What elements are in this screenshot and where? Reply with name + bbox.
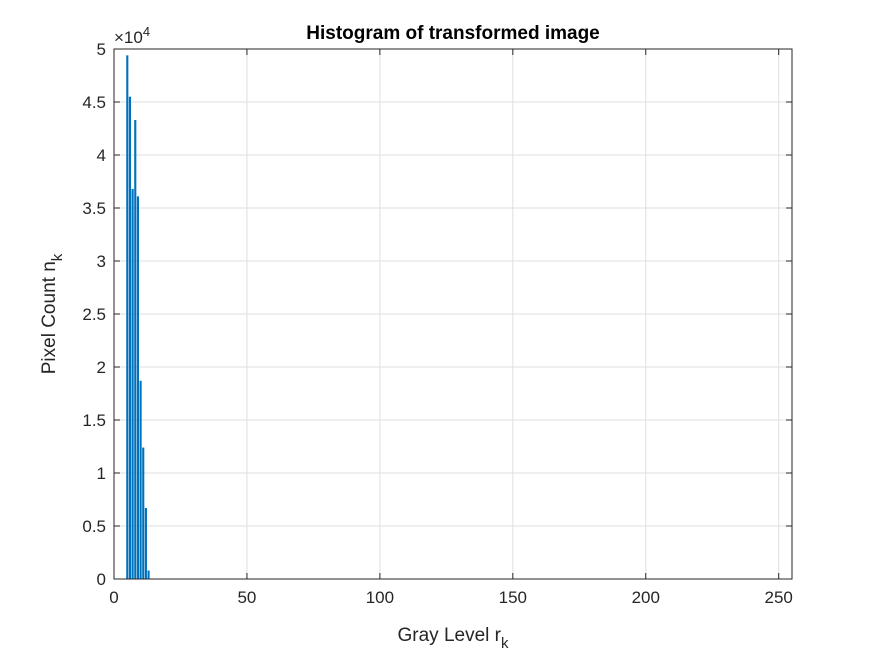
- y-tick-label: 1: [97, 464, 106, 483]
- x-tick-label: 250: [765, 588, 793, 607]
- grid-lines: [114, 49, 792, 579]
- x-tick-label: 0: [109, 588, 118, 607]
- y-tick-label: 3: [97, 252, 106, 271]
- y-tick-label: 4.5: [82, 93, 106, 112]
- chart-title: Histogram of transformed image: [306, 23, 600, 44]
- x-tick-label: 100: [366, 588, 394, 607]
- y-exponent-power: 4: [143, 24, 150, 39]
- y-axis-label-subscript: k: [49, 253, 66, 261]
- x-tick-label: 200: [632, 588, 660, 607]
- y-exponent-label: ×104: [114, 24, 150, 47]
- histogram-bar: [126, 55, 129, 580]
- y-tick-label: 5: [97, 40, 106, 59]
- y-axis-label: Pixel Count nk: [39, 253, 66, 374]
- histogram-bar: [147, 570, 150, 579]
- x-tick-labels: 0 50 100 150 200 250: [109, 588, 793, 607]
- x-axis-label-main: Gray Level r: [398, 625, 502, 646]
- tick-marks: [113, 48, 792, 580]
- x-axis-label: Gray Level rk: [398, 625, 509, 652]
- y-tick-label: 0: [97, 570, 106, 589]
- y-tick-label: 3.5: [82, 199, 106, 218]
- x-tick-label: 50: [237, 588, 256, 607]
- histogram-bar: [142, 447, 145, 579]
- histogram-bar: [136, 196, 139, 579]
- y-axis-label-main: Pixel Count n: [39, 261, 60, 374]
- bars: [126, 55, 150, 580]
- y-tick-label: 2: [97, 358, 106, 377]
- histogram-bar: [144, 507, 147, 579]
- y-tick-label: 2.5: [82, 305, 106, 324]
- histogram-bar: [139, 380, 142, 579]
- histogram-bar: [131, 188, 134, 580]
- y-exponent-base: ×10: [114, 28, 143, 47]
- histogram-bar: [134, 120, 137, 580]
- histogram-bar: [128, 96, 132, 579]
- y-tick-label: 4: [97, 146, 106, 165]
- y-tick-label: 0.5: [82, 517, 106, 536]
- x-axis-label-subscript: k: [501, 635, 509, 652]
- y-tick-labels: 0 0.5 1 1.5 2 2.5 3 3.5 4 4.5 5: [82, 40, 106, 589]
- y-tick-label: 1.5: [82, 411, 106, 430]
- x-tick-label: 150: [499, 588, 527, 607]
